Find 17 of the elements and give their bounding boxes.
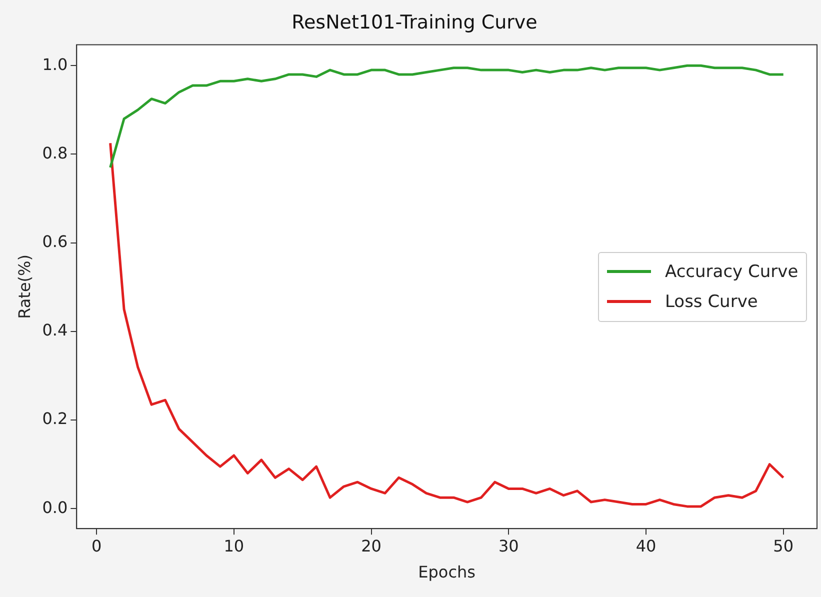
x-axis-title: Epochs [418,562,476,582]
x-tick-label: 10 [224,536,244,556]
y-tick-label: 1.0 [42,54,68,74]
x-tick-label: 20 [361,536,382,556]
x-tick-label: 40 [636,536,656,556]
x-tick-label: 0 [91,536,102,556]
legend-label: Accuracy Curve [665,262,798,282]
x-tick-label: 50 [773,536,794,556]
x-tick-label: 30 [498,536,519,556]
y-axis-title: Rate(%) [14,254,34,319]
chart-title: ResNet101-Training Curve [292,11,538,34]
legend-label: Loss Curve [665,292,758,312]
y-tick-label: 0.8 [42,143,68,162]
y-tick-label: 0.4 [42,320,68,340]
y-tick-label: 0.0 [42,498,68,517]
y-tick-label: 0.2 [42,409,68,428]
y-tick-label: 0.6 [42,232,68,251]
